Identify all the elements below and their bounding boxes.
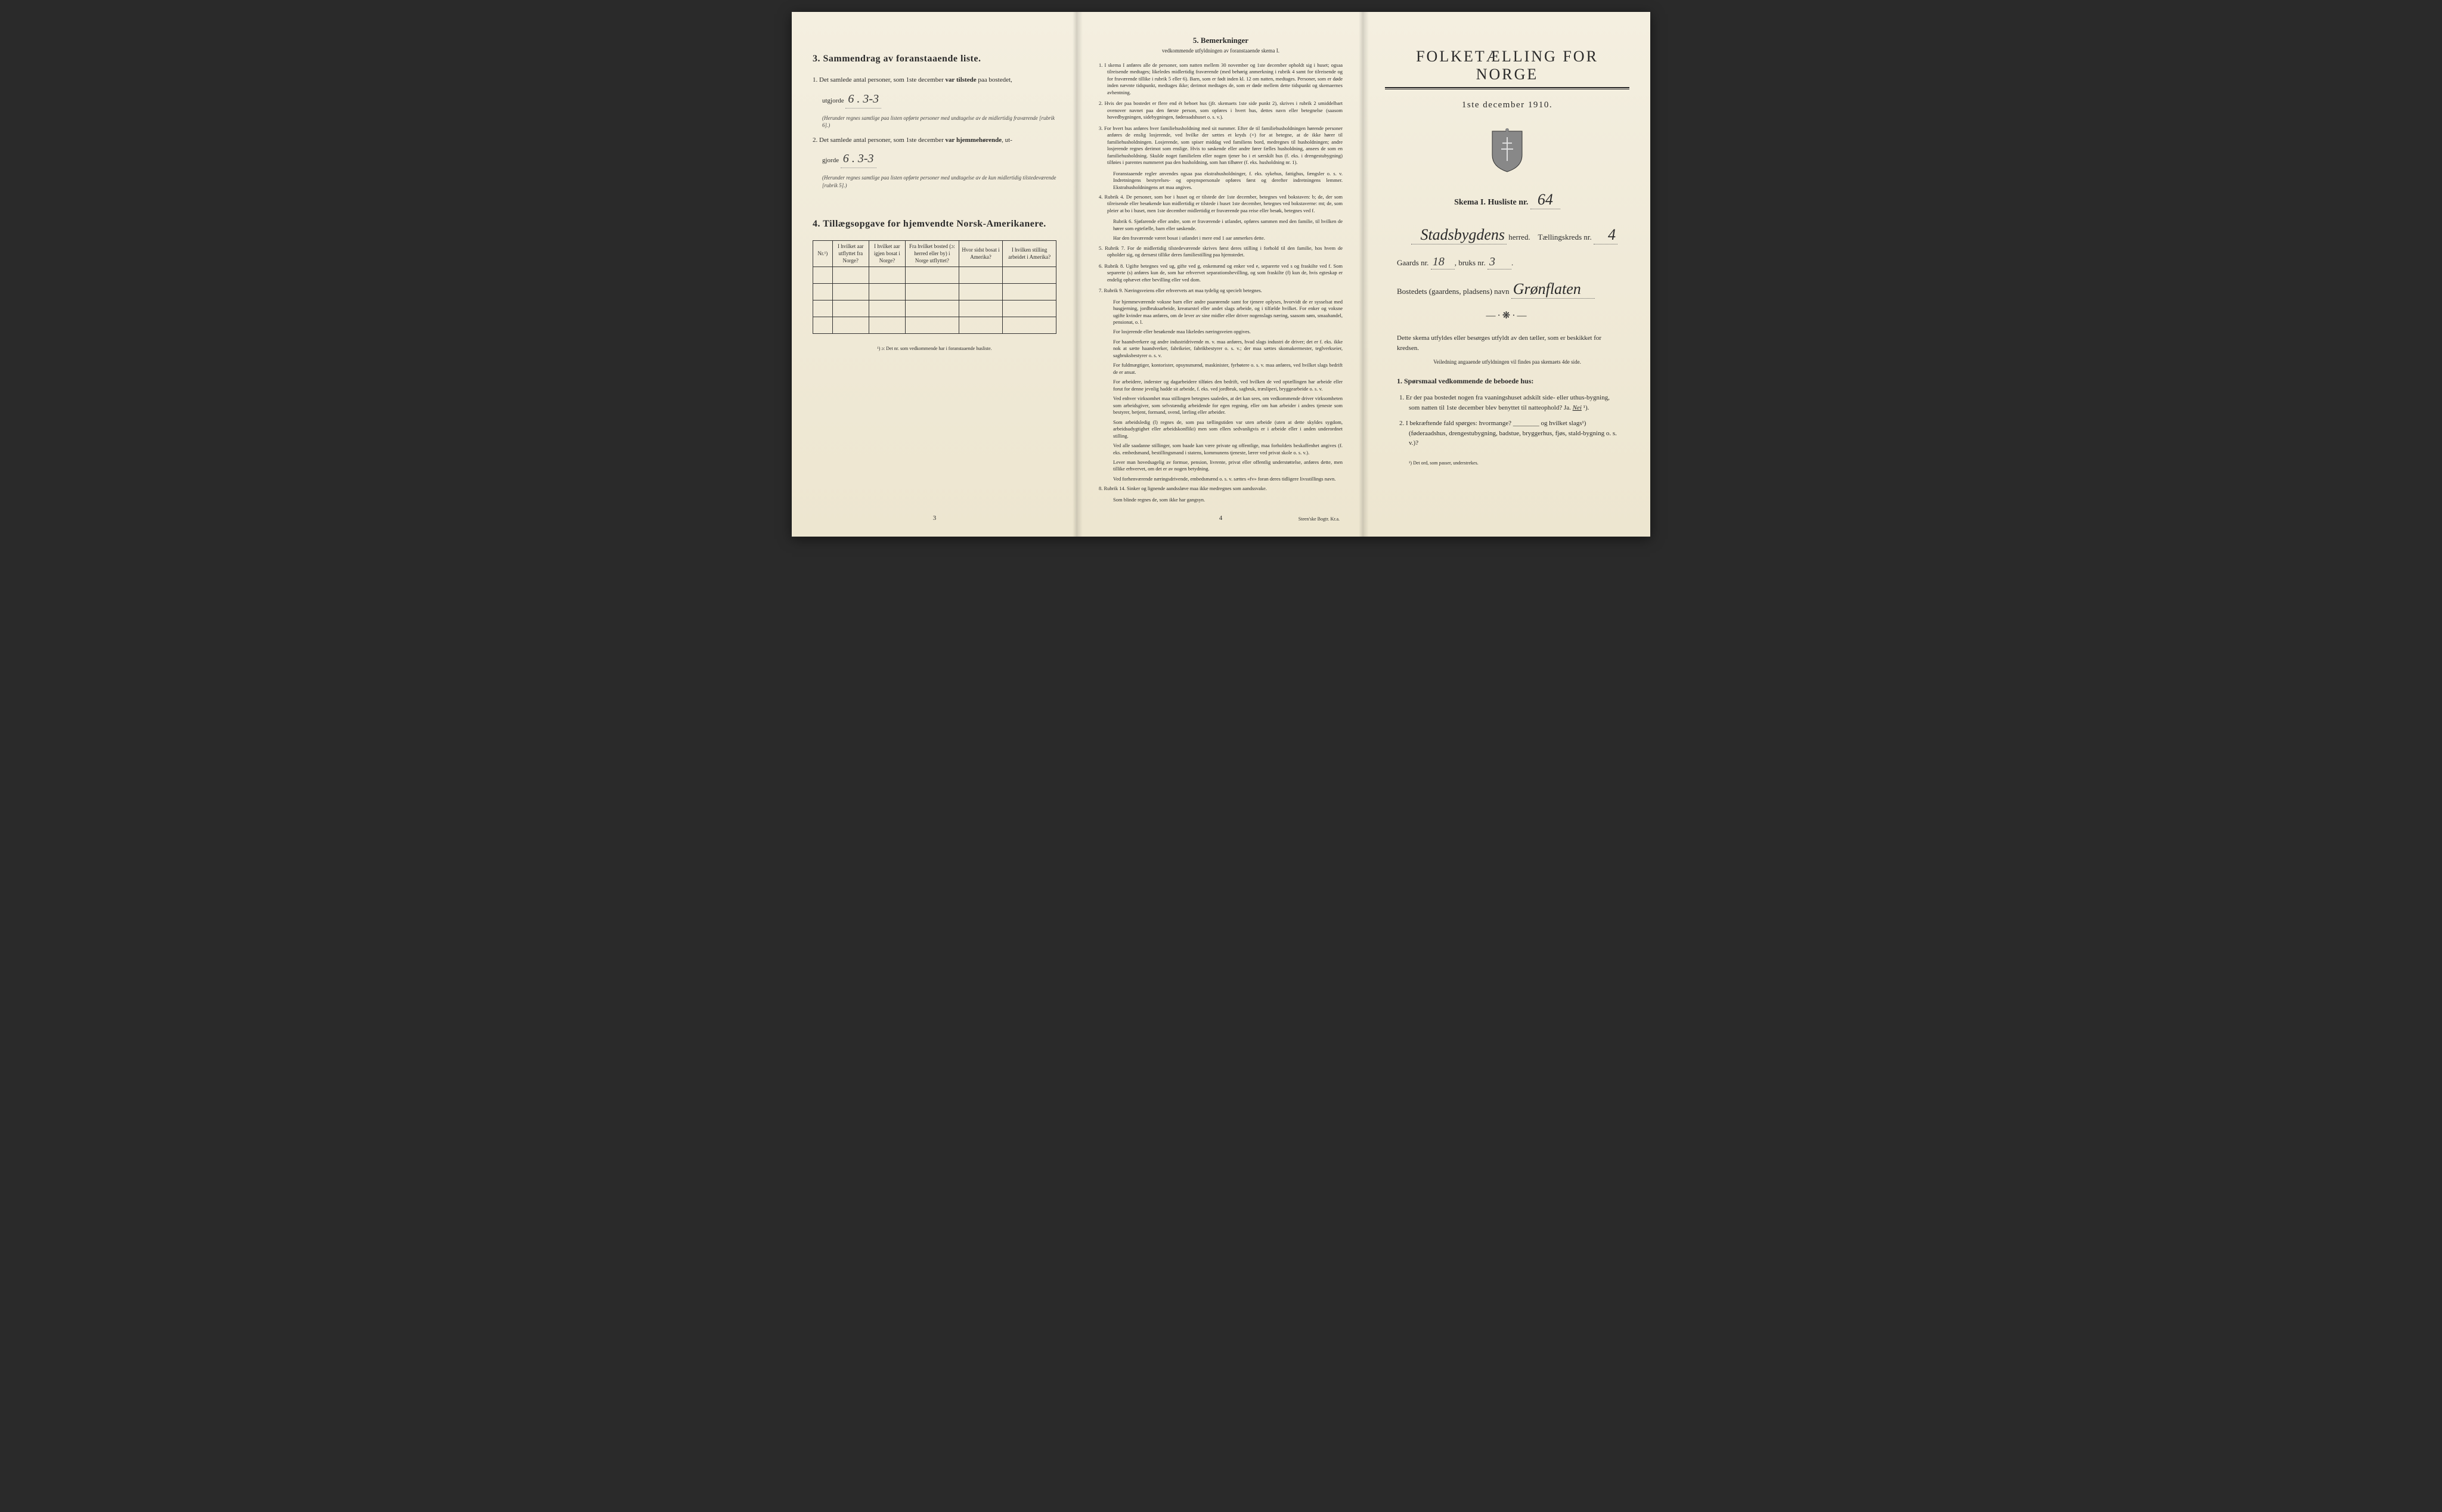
census-date: 1ste december 1910. <box>1385 100 1629 110</box>
kreds-value: 4 <box>1594 226 1617 244</box>
printer-credit: Steen'ske Bogtr. Kr.a. <box>1299 516 1340 522</box>
remark-7: 7. Rubrik 9. Næringsveiens eller erhverv… <box>1099 287 1343 294</box>
item-2-line2-label: gjorde <box>822 157 841 164</box>
herred-label: herred. <box>1508 233 1530 241</box>
remark-6: 6. Rubrik 8. Ugifte betegnes ved ug, gif… <box>1099 263 1343 283</box>
remark-7f: For arbeidere, inderster og dagarbeidere… <box>1099 379 1343 392</box>
section-5-subheading: vedkommende utfyldningen av foranstaaend… <box>1099 48 1343 54</box>
item-1-bold: var tilstede <box>946 76 977 83</box>
page-fold-shadow-left <box>1078 12 1083 537</box>
remark-3b: Foranstaaende regler anvendes ogsaa paa … <box>1099 171 1343 191</box>
remark-4b: Rubrik 6. Sjøfarende eller andre, som er… <box>1099 218 1343 232</box>
th-stilling: I hvilken stilling arbeidet i Amerika? <box>1003 241 1056 267</box>
bosted-value: Grønflaten <box>1511 280 1595 299</box>
remark-8b: Som blinde regnes de, som ikke har gangs… <box>1099 497 1343 503</box>
page3-footnote: ¹) Det ord, som passer, understrekes. <box>1409 460 1617 466</box>
item-2: 2. Det samlede antal personer, som 1ste … <box>813 135 1056 145</box>
remark-4: 4. Rubrik 4. De personer, som bor i huse… <box>1099 194 1343 214</box>
gaards-label: Gaards nr. <box>1397 258 1428 267</box>
item-2-note: (Herunder regnes samtlige paa listen opf… <box>813 174 1056 189</box>
instruction-sub: Veiledning angaaende utfyldningen vil fi… <box>1385 359 1629 365</box>
section-5-heading: 5. Bemerkninger <box>1099 36 1343 45</box>
gaards-value: 18 <box>1431 255 1455 269</box>
q1-suffix: ¹). <box>1582 404 1589 411</box>
table-row <box>813 267 1056 284</box>
husliste-nr-value: 64 <box>1530 191 1560 209</box>
remark-5: 5. Rubrik 7. For de midlertidig tilstede… <box>1099 245 1343 259</box>
remark-7j: Lever man hovedsagelig av formue, pensio… <box>1099 459 1343 473</box>
remark-3: 3. For hvert hus anføres hver familiehus… <box>1099 125 1343 166</box>
remark-7c: For losjerende eller besøkende maa likel… <box>1099 329 1343 335</box>
item-1-line2: utgjorde 6 . 3-3 <box>813 90 1056 109</box>
skema-line: Skema I. Husliste nr. 64 <box>1385 191 1629 209</box>
q1-nei-underlined: Nei <box>1573 404 1582 411</box>
instruction-text: Dette skema utfyldes eller besørges utfy… <box>1397 333 1617 353</box>
page-fold-shadow-left <box>1364 12 1369 537</box>
amerikaner-table: Nr.¹) I hvilket aar utflyttet fra Norge?… <box>813 240 1056 334</box>
page-number-3: 3 <box>933 515 937 522</box>
item-1: 1. Det samlede antal personer, som 1ste … <box>813 75 1056 85</box>
question-2: 2. I bekræftende fald spørges: hvormange… <box>1409 419 1617 448</box>
remark-8: 8. Rubrik 14. Sinker og lignende aandssl… <box>1099 485 1343 492</box>
bruks-value: 3 <box>1487 255 1511 269</box>
kreds-label: Tællingskreds nr. <box>1538 233 1591 241</box>
bemerkninger-section: 5. Bemerkninger vedkommende utfyldningen… <box>1099 36 1343 503</box>
ornament-icon: ―·❋·― <box>1385 309 1629 321</box>
bosted-label: Bostedets (gaardens, pladsens) navn <box>1397 287 1509 296</box>
th-nr: Nr.¹) <box>813 241 833 267</box>
table-body <box>813 267 1056 334</box>
item-2-line2: gjorde 6 . 3-3 <box>813 150 1056 168</box>
remark-7h: Som arbeidsledig (l) regnes de, som paa … <box>1099 419 1343 439</box>
table-row <box>813 300 1056 317</box>
item-1-note: (Herunder regnes samtlige paa listen opf… <box>813 114 1056 129</box>
item-2-suffix: , ut- <box>1002 137 1012 144</box>
remark-7b: For hjemmeværende voksne barn eller andr… <box>1099 299 1343 326</box>
table-row <box>813 317 1056 334</box>
remark-7k: Ved forhenværende næringsdrivende, embed… <box>1099 476 1343 482</box>
remark-7e: For fuldmægtiger, kontorister, opsynsmæn… <box>1099 362 1343 376</box>
section-4-heading: 4. Tillægsopgave for hjemvendte Norsk-Am… <box>813 219 1056 230</box>
bosted-line: Bostedets (gaardens, pladsens) navn Grøn… <box>1385 280 1629 299</box>
norway-coat-of-arms-icon <box>1489 128 1525 173</box>
th-utflyttet: I hvilket aar utflyttet fra Norge? <box>832 241 869 267</box>
herred-value: Stadsbygdens <box>1411 226 1507 244</box>
item-1-prefix: 1. Det samlede antal personer, som 1ste … <box>813 76 946 83</box>
th-sidst-amerika: Hvor sidst bosat i Amerika? <box>959 241 1002 267</box>
item-1-value-handwritten: 6 . 3-3 <box>845 90 881 109</box>
gaards-line: Gaards nr. 18, bruks nr. 3. <box>1385 255 1629 269</box>
remark-1: 1. I skema I anføres alle de personer, s… <box>1099 62 1343 96</box>
table-header-row: Nr.¹) I hvilket aar utflyttet fra Norge?… <box>813 241 1056 267</box>
remark-7i: Ved alle saadanne stillinger, som baade … <box>1099 442 1343 456</box>
herred-line: Stadsbygdens herred. Tællingskreds nr. 4 <box>1385 226 1629 244</box>
remark-4c: Har den fraværende været bosat i utlande… <box>1099 235 1343 241</box>
section-3-heading: 3. Sammendrag av foranstaaende liste. <box>813 54 1056 64</box>
census-title: FOLKETÆLLING FOR NORGE <box>1385 48 1629 83</box>
th-fra-bosted: Fra hvilket bosted (ɔ: herred eller by) … <box>906 241 959 267</box>
question-1-heading: 1. Spørsmaal vedkommende de beboede hus: <box>1397 377 1617 386</box>
page-4: 5. Bemerkninger vedkommende utfyldningen… <box>1078 12 1364 537</box>
th-bosat: I hvilket aar igjen bosat i Norge? <box>869 241 905 267</box>
item-2-prefix: 2. Det samlede antal personer, som 1ste … <box>813 137 946 144</box>
remark-2: 2. Hvis der paa bostedet er flere end ét… <box>1099 100 1343 120</box>
page-fold-shadow-right <box>1359 12 1363 537</box>
section-4-footnote: ¹) ɔ: Det nr. som vedkommende har i fora… <box>813 346 1056 351</box>
table-row <box>813 284 1056 300</box>
item-2-value-handwritten: 6 . 3-3 <box>841 150 876 168</box>
census-document-spread: 3. Sammendrag av foranstaaende liste. 1.… <box>792 12 1650 537</box>
question-1: 1. Er der paa bostedet nogen fra vaaning… <box>1409 393 1617 413</box>
skema-label: Skema I. Husliste nr. <box>1454 198 1528 207</box>
remark-7g: Ved enhver virksomhet maa stillingen bet… <box>1099 395 1343 416</box>
page-fold-shadow <box>1073 12 1077 537</box>
item-1-line2-label: utgjorde <box>822 97 845 104</box>
page-number-4: 4 <box>1219 515 1223 522</box>
remark-7d: For haandverkere og andre industridriven… <box>1099 339 1343 359</box>
item-1-suffix: paa bostedet, <box>977 76 1012 83</box>
bruks-label: bruks nr. <box>1458 258 1486 267</box>
page-3: 3. Sammendrag av foranstaaende liste. 1.… <box>792 12 1078 537</box>
title-rule <box>1385 87 1629 89</box>
item-2-bold: var hjemmehørende <box>946 137 1002 144</box>
table: Nr.¹) I hvilket aar utflyttet fra Norge?… <box>813 240 1056 334</box>
page-1-title: FOLKETÆLLING FOR NORGE 1ste december 191… <box>1364 12 1650 537</box>
